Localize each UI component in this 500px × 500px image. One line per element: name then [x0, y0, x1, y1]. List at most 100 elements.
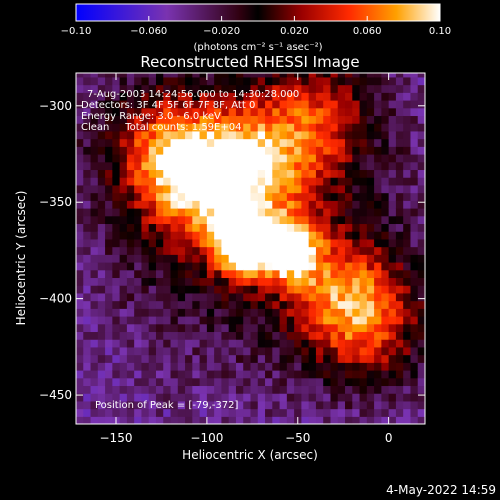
- heatmap-cell: [112, 385, 121, 394]
- heatmap-cell: [214, 92, 223, 101]
- heatmap-cell: [257, 154, 266, 163]
- heatmap-cell: [352, 393, 361, 402]
- heatmap-cell: [105, 192, 113, 201]
- heatmap-cell: [126, 377, 135, 387]
- heatmap-cell: [345, 115, 353, 124]
- heatmap-cell: [323, 115, 332, 124]
- heatmap-cell: [185, 370, 193, 379]
- heatmap-cell: [308, 215, 317, 225]
- heatmap-cell: [83, 354, 92, 363]
- heatmap-cell: [257, 107, 266, 117]
- heatmap-cell: [119, 277, 128, 286]
- heatmap-cell: [345, 177, 353, 186]
- heatmap-cell: [395, 416, 404, 424]
- heatmap-cell: [228, 238, 237, 248]
- heatmap-cell: [388, 285, 397, 294]
- heatmap-cell: [388, 123, 397, 132]
- heatmap-cell: [112, 92, 121, 101]
- heatmap-cell: [134, 246, 143, 255]
- heatmap-cell: [192, 107, 201, 117]
- heatmap-cell: [272, 123, 281, 132]
- heatmap-cell: [395, 138, 404, 147]
- heatmap-cell: [163, 308, 172, 317]
- heatmap-cell: [315, 339, 324, 348]
- heatmap-cell: [366, 308, 375, 317]
- heatmap-cell: [192, 246, 201, 255]
- heatmap-cell: [141, 254, 150, 263]
- heatmap-cell: [388, 76, 397, 86]
- heatmap-cell: [388, 323, 397, 333]
- heatmap-cell: [199, 115, 208, 124]
- heatmap-cell: [308, 292, 317, 302]
- heatmap-cell: [214, 339, 223, 348]
- heatmap-cell: [250, 262, 259, 271]
- heatmap-cell: [214, 177, 223, 186]
- heatmap-cell: [381, 238, 390, 248]
- heatmap-cell: [90, 154, 99, 163]
- heatmap-cell: [155, 331, 164, 340]
- heatmap-cell: [286, 223, 295, 232]
- heatmap-cell: [374, 200, 382, 209]
- heatmap-cell: [366, 416, 375, 424]
- heatmap-cell: [243, 138, 252, 147]
- heatmap-cell: [105, 339, 113, 348]
- heatmap-cell: [163, 362, 172, 371]
- heatmap-cell: [235, 223, 244, 232]
- heatmap-cell: [112, 107, 121, 117]
- heatmap-cell: [308, 323, 317, 333]
- heatmap-cell: [206, 238, 215, 248]
- heatmap-cell: [345, 200, 353, 209]
- heatmap-cell: [395, 408, 404, 417]
- heatmap-cell: [228, 84, 237, 93]
- heatmap-cell: [257, 130, 266, 140]
- heatmap-cell: [388, 246, 397, 255]
- heatmap-cell: [410, 277, 419, 286]
- heatmap-cell: [323, 84, 332, 93]
- heatmap-cell: [148, 215, 157, 225]
- heatmap-cell: [134, 200, 143, 209]
- heatmap-cell: [105, 92, 113, 101]
- heatmap-cell: [366, 331, 375, 340]
- heatmap-cell: [148, 76, 157, 86]
- heatmap-cell: [250, 115, 259, 124]
- heatmap-cell: [265, 254, 273, 263]
- heatmap-cell: [243, 192, 252, 201]
- heatmap-cell: [83, 76, 92, 86]
- heatmap-cell: [134, 254, 143, 263]
- heatmap-cell: [308, 115, 317, 124]
- heatmap-cell: [199, 107, 208, 117]
- heatmap-cell: [83, 107, 92, 117]
- heatmap-cell: [301, 184, 310, 194]
- heatmap-cell: [221, 331, 230, 340]
- heatmap-cell: [337, 262, 346, 271]
- heatmap-cell: [177, 269, 186, 279]
- heatmap-cell: [374, 100, 382, 109]
- heatmap-cell: [308, 393, 317, 402]
- heatmap-cell: [90, 76, 99, 86]
- heatmap-cell: [177, 400, 186, 410]
- heatmap-cell: [366, 146, 375, 155]
- heatmap-cell: [352, 339, 361, 348]
- heatmap-cell: [97, 73, 106, 78]
- heatmap-cell: [337, 362, 346, 371]
- heatmap-cell: [272, 292, 281, 302]
- heatmap-cell: [206, 215, 215, 225]
- heatmap-cell: [359, 184, 368, 194]
- heatmap-cell: [141, 84, 150, 93]
- heatmap-cell: [126, 331, 135, 340]
- heatmap-cell: [177, 339, 186, 348]
- heatmap-cell: [97, 208, 106, 217]
- heatmap-cell: [235, 346, 244, 356]
- heatmap-cell: [323, 400, 332, 410]
- heatmap-cell: [272, 238, 281, 248]
- heatmap-cell: [243, 300, 252, 309]
- heatmap-cell: [155, 292, 164, 302]
- heatmap-cell: [410, 161, 419, 171]
- heatmap-cell: [148, 408, 157, 417]
- heatmap-cell: [403, 292, 412, 302]
- heatmap-cell: [155, 377, 164, 387]
- heatmap-cell: [148, 323, 157, 333]
- heatmap-cell: [366, 377, 375, 387]
- heatmap-cell: [76, 154, 84, 163]
- heatmap-cell: [119, 184, 128, 194]
